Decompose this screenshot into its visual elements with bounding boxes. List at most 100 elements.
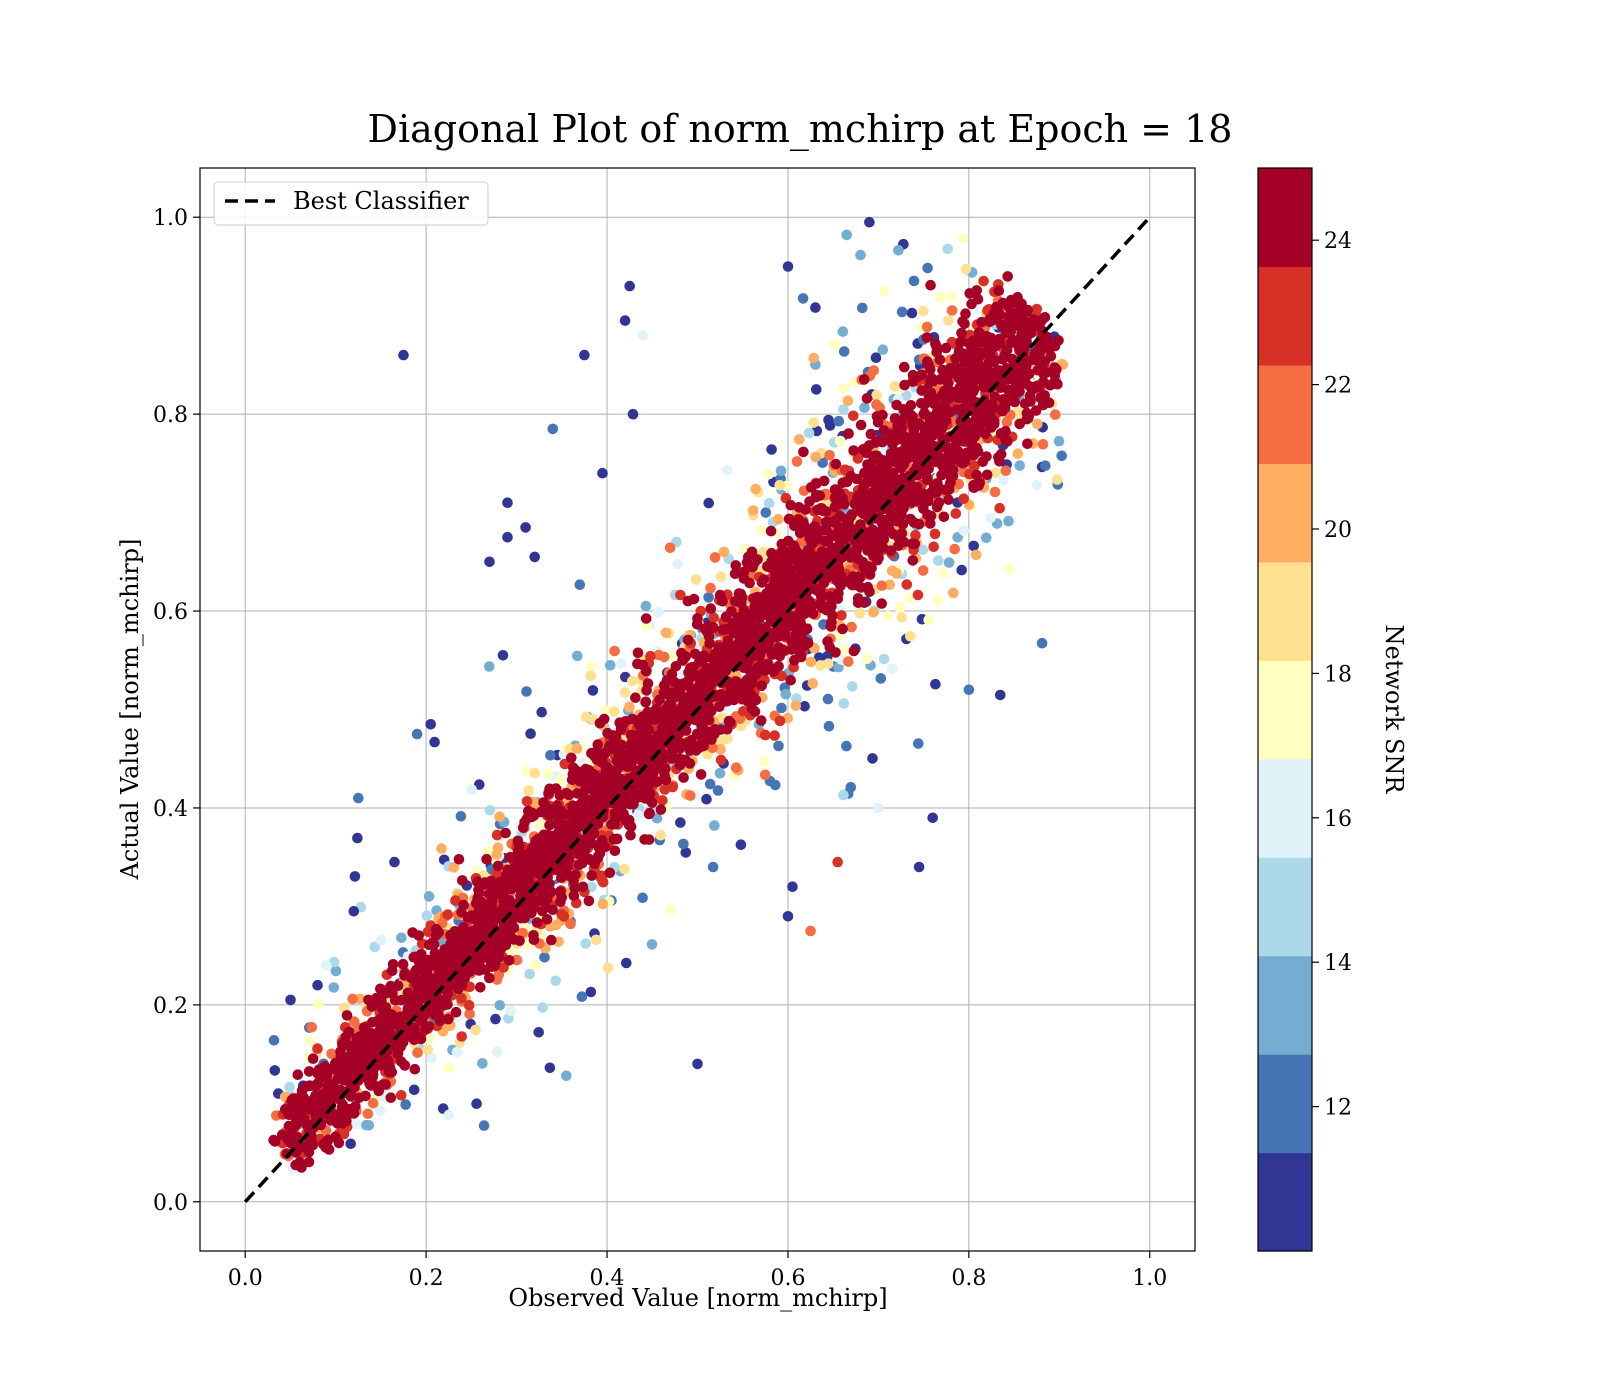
scatter-point (448, 862, 460, 873)
scatter-point (760, 507, 772, 518)
scatter-point (715, 571, 727, 582)
scatter-point (680, 847, 692, 858)
scatter-point (690, 574, 702, 585)
scatter-point (873, 435, 884, 447)
scatter-point (713, 642, 724, 653)
scatter-point (667, 753, 678, 764)
scatter-point (848, 410, 859, 422)
scatter-point (619, 687, 631, 698)
scatter-point (456, 992, 467, 1004)
scatter-point (848, 445, 859, 456)
scatter-point (339, 1067, 351, 1079)
scatter-point (683, 707, 694, 718)
scatter-point (644, 807, 655, 819)
scatter-point (475, 982, 486, 993)
scatter-point (632, 647, 644, 659)
scatter-point (598, 713, 610, 725)
scatter-point (350, 1100, 361, 1112)
scatter-point (515, 849, 526, 860)
scatter-point (539, 883, 551, 895)
x-tick-label: 0.2 (409, 1266, 444, 1291)
scatter-point (708, 612, 719, 624)
scatter-point (464, 1008, 475, 1020)
scatter-point (287, 1102, 299, 1113)
scatter-point (528, 934, 540, 946)
outlier-point (520, 522, 531, 533)
scatter-point (550, 975, 561, 987)
scatter-point (769, 574, 781, 586)
scatter-point (478, 1120, 490, 1131)
scatter-point (544, 1062, 556, 1074)
scatter-point (807, 608, 819, 619)
scatter-point (413, 930, 425, 941)
scatter-point (896, 306, 908, 318)
scatter-point (466, 925, 478, 937)
scatter-point (901, 390, 912, 401)
scatter-point (491, 1046, 503, 1057)
scatter-point (750, 483, 761, 495)
colorbar-band (1258, 955, 1312, 1055)
scatter-point (316, 1090, 327, 1101)
outlier-point (502, 497, 513, 509)
scatter-point (354, 993, 366, 1005)
scatter-point (892, 454, 904, 465)
scatter-point (521, 765, 532, 777)
scatter-point (908, 275, 920, 287)
scatter-point (683, 667, 694, 678)
scatter-point (517, 822, 529, 833)
scatter-point (817, 525, 829, 536)
scatter-point (930, 678, 941, 690)
scatter-point (868, 606, 879, 618)
scatter-point (843, 428, 854, 439)
scatter-point (812, 533, 824, 545)
scatter-point (763, 468, 775, 480)
scatter-point (950, 386, 962, 398)
scatter-point (998, 394, 1009, 405)
scatter-point (833, 415, 845, 427)
outlier-point (561, 1070, 572, 1082)
scatter-point (974, 368, 986, 380)
scatter-point (587, 685, 599, 696)
scatter-point (753, 642, 764, 653)
scatter-point (685, 790, 696, 801)
scatter-point (714, 589, 726, 601)
scatter-point (968, 540, 979, 552)
scatter-point (386, 1066, 398, 1078)
scatter-point (446, 932, 457, 944)
scatter-point (423, 891, 435, 902)
scatter-point (655, 804, 667, 815)
scatter-point (830, 515, 842, 526)
plot-area: 0.0 0.2 0.4 0.6 0.8 1.0 0.00.20.40.60.81.0 (153, 167, 1196, 1291)
scatter-point (1002, 271, 1013, 282)
scatter-point (379, 1055, 391, 1067)
x-tick-label: 0.8 (951, 1266, 986, 1291)
colorbar-tick-label: 22 (1324, 374, 1352, 399)
scatter-point (943, 557, 955, 568)
outlier-point (963, 684, 975, 696)
scatter-point (411, 978, 422, 990)
scatter-point (989, 391, 1001, 402)
scatter-point (440, 994, 451, 1005)
scatter-point (658, 687, 670, 698)
scatter-point (347, 993, 358, 1005)
scatter-point (442, 909, 454, 920)
scatter-point (985, 336, 996, 347)
scatter-point (667, 719, 679, 731)
scatter-point (580, 763, 591, 775)
scatter-point (848, 377, 859, 389)
scatter-point (366, 1001, 378, 1012)
scatter-point (722, 465, 733, 476)
scatter-point (1031, 380, 1043, 392)
scatter-point (305, 1080, 316, 1092)
scatter-point (884, 579, 896, 590)
scatter-point (693, 688, 705, 700)
x-tick-label: 0.4 (590, 1266, 625, 1291)
scatter-point (463, 1000, 475, 1011)
scatter-point (477, 1058, 488, 1069)
scatter-point (539, 799, 551, 811)
x-tick-label: 0.6 (770, 1266, 805, 1291)
scatter-point (805, 656, 817, 668)
scatter-point (452, 983, 464, 995)
scatter-point (638, 782, 649, 793)
